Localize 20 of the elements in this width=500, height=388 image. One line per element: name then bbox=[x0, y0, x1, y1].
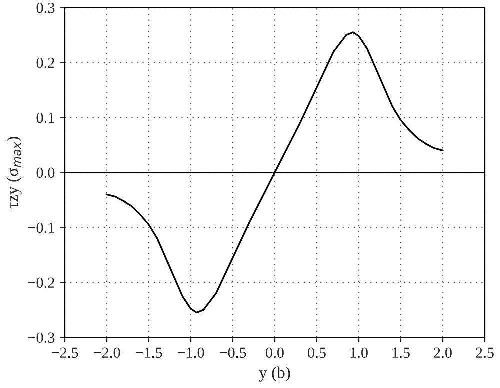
y-tick-label: −0.2 bbox=[28, 278, 54, 288]
x-tick-label: 1.0 bbox=[350, 348, 368, 358]
y-tick-label: −0.3 bbox=[28, 332, 55, 344]
y-axis-title: τzy (σ$_{max}$) bbox=[6, 137, 22, 209]
x-tick-label: 2.5 bbox=[476, 348, 494, 358]
x-tick-label: −1.0 bbox=[178, 348, 204, 358]
y-tick-label: 0.3 bbox=[36, 2, 55, 14]
x-tick-label: 1.5 bbox=[392, 348, 410, 358]
y-tick-label: 0.0 bbox=[36, 168, 55, 178]
x-tick-label: 2.0 bbox=[434, 348, 452, 358]
y-tick-label: 0.2 bbox=[36, 58, 54, 68]
x-axis-title: y (b) bbox=[259, 366, 290, 382]
x-tick-label: −2.0 bbox=[94, 348, 120, 358]
x-tick-label: −0.5 bbox=[220, 348, 246, 358]
x-tick-label: 0.0 bbox=[266, 348, 284, 358]
y-tick-label: −0.1 bbox=[28, 222, 54, 234]
x-tick-label: −1.5 bbox=[136, 348, 162, 358]
x-tick-label: 0.5 bbox=[308, 348, 326, 358]
y-tick-label: 0.1 bbox=[36, 112, 54, 124]
x-tick-label: −2.5 bbox=[52, 348, 78, 358]
